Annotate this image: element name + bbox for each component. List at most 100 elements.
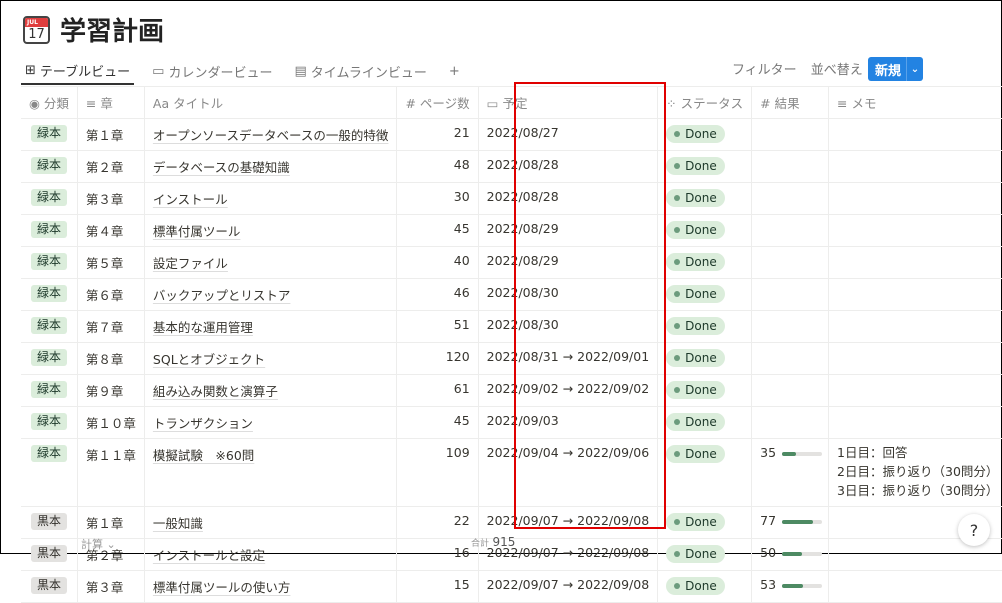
memo-cell[interactable] <box>828 214 1002 247</box>
category-cell[interactable]: 緑本 <box>21 214 78 247</box>
schedule-cell[interactable]: 2022/09/03 <box>478 406 659 439</box>
title-cell[interactable]: オープンソースデータベースの一般的特徴 <box>144 118 398 151</box>
table-row[interactable]: 緑本 第２章 データベースの基礎知識 48 2022/08/28 Done <box>21 150 1002 183</box>
schedule-cell[interactable]: 2022/09/04 → 2022/09/06 <box>478 438 659 507</box>
chapter-cell[interactable]: 第７章 <box>77 310 145 343</box>
schedule-cell[interactable]: 2022/09/07 → 2022/09/08 <box>478 570 659 603</box>
help-button[interactable]: ? <box>958 514 990 546</box>
schedule-cell[interactable]: 2022/09/07 → 2022/09/08 <box>478 506 659 539</box>
chapter-cell[interactable]: 第１章 <box>77 506 145 539</box>
table-row[interactable]: 緑本 第８章 SQLとオブジェクト 120 2022/08/31 → 2022/… <box>21 342 1002 375</box>
title-link[interactable]: データベースの基礎知識 <box>152 160 290 175</box>
title-cell[interactable]: トランザクション <box>144 406 398 439</box>
title-link[interactable]: オープンソースデータベースの一般的特徴 <box>152 128 389 143</box>
title-link[interactable]: 一般知識 <box>152 516 203 531</box>
result-cell[interactable] <box>751 342 830 375</box>
status-cell[interactable]: Done <box>657 342 753 375</box>
pages-cell[interactable]: 22 <box>396 506 479 539</box>
table-row[interactable]: 緑本 第１０章 トランザクション 45 2022/09/03 Done <box>21 406 1002 439</box>
result-cell[interactable]: 53 <box>751 570 830 603</box>
memo-cell[interactable] <box>828 342 1002 375</box>
memo-cell[interactable] <box>828 570 1002 603</box>
add-view-button[interactable]: + <box>445 57 464 85</box>
category-cell[interactable]: 黒本 <box>21 570 78 603</box>
pages-cell[interactable]: 120 <box>396 342 479 375</box>
result-cell[interactable] <box>751 278 830 311</box>
memo-cell[interactable] <box>828 246 1002 279</box>
title-link[interactable]: 組み込み関数と演算子 <box>152 384 278 399</box>
chapter-cell[interactable]: 第３章 <box>77 182 145 215</box>
status-cell[interactable]: Done <box>657 150 753 183</box>
title-link[interactable]: 模擬試験 ※60問 <box>152 448 255 463</box>
memo-cell[interactable] <box>828 182 1002 215</box>
title-cell[interactable]: インストール <box>144 182 398 215</box>
status-cell[interactable]: Done <box>657 118 753 151</box>
schedule-cell[interactable]: 2022/09/02 → 2022/09/02 <box>478 374 659 407</box>
title-cell[interactable]: 一般知識 <box>144 506 398 539</box>
pages-cell[interactable]: 30 <box>396 182 479 215</box>
column-header-chapter[interactable]: ≡ 章 <box>77 86 145 119</box>
result-cell[interactable] <box>751 150 830 183</box>
status-cell[interactable]: Done <box>657 278 753 311</box>
category-cell[interactable]: 緑本 <box>21 182 78 215</box>
title-link[interactable]: バックアップとリストア <box>152 288 291 303</box>
chapter-cell[interactable]: 第４章 <box>77 214 145 247</box>
status-cell[interactable]: Done <box>657 214 753 247</box>
schedule-cell[interactable]: 2022/08/29 <box>478 246 659 279</box>
table-row[interactable]: 黒本 第１章 一般知識 22 2022/09/07 → 2022/09/08 D… <box>21 506 1002 539</box>
result-cell[interactable] <box>751 406 830 439</box>
column-header-category[interactable]: ◉ 分類 <box>21 86 78 119</box>
schedule-cell[interactable]: 2022/08/27 <box>478 118 659 151</box>
status-cell[interactable]: Done <box>657 310 753 343</box>
column-header-title[interactable]: Aa タイトル <box>144 86 398 119</box>
status-cell[interactable]: Done <box>657 570 753 603</box>
category-cell[interactable]: 緑本 <box>21 118 78 151</box>
pages-cell[interactable]: 15 <box>396 570 479 603</box>
status-cell[interactable]: Done <box>657 246 753 279</box>
category-cell[interactable]: 緑本 <box>21 438 78 507</box>
column-header-pages[interactable]: # ページ数 <box>396 86 479 119</box>
title-cell[interactable]: データベースの基礎知識 <box>144 150 398 183</box>
table-row[interactable]: 緑本 第４章 標準付属ツール 45 2022/08/29 Done <box>21 214 1002 247</box>
chapter-cell[interactable]: 第６章 <box>77 278 145 311</box>
new-button[interactable]: 新規 ⌄ <box>868 57 923 81</box>
memo-cell[interactable] <box>828 310 1002 343</box>
result-cell[interactable]: 77 <box>751 506 830 539</box>
chapter-cell[interactable]: 第８章 <box>77 342 145 375</box>
result-cell[interactable] <box>751 310 830 343</box>
title-cell[interactable]: 設定ファイル <box>144 246 398 279</box>
table-row[interactable]: 緑本 第６章 バックアップとリストア 46 2022/08/30 Done <box>21 278 1002 311</box>
title-cell[interactable]: SQLとオブジェクト <box>144 342 398 375</box>
result-cell[interactable] <box>751 118 830 151</box>
table-row[interactable]: 緑本 第９章 組み込み関数と演算子 61 2022/09/02 → 2022/0… <box>21 374 1002 407</box>
title-cell[interactable]: 標準付属ツール <box>144 214 398 247</box>
category-cell[interactable]: 緑本 <box>21 150 78 183</box>
sort-button[interactable]: 並べ替え <box>810 63 863 78</box>
status-cell[interactable]: Done <box>657 182 753 215</box>
chapter-cell[interactable]: 第１１章 <box>77 438 145 507</box>
pages-cell[interactable]: 40 <box>396 246 479 279</box>
status-cell[interactable]: Done <box>657 438 753 507</box>
column-header-status[interactable]: ⁘ ステータス <box>657 86 753 119</box>
result-cell[interactable] <box>751 182 830 215</box>
status-cell[interactable]: Done <box>657 406 753 439</box>
pages-cell[interactable]: 45 <box>396 214 479 247</box>
result-cell[interactable] <box>751 214 830 247</box>
pages-cell[interactable]: 46 <box>396 278 479 311</box>
chapter-cell[interactable]: 第５章 <box>77 246 145 279</box>
schedule-cell[interactable]: 2022/08/29 <box>478 214 659 247</box>
memo-cell[interactable] <box>828 278 1002 311</box>
title-link[interactable]: SQLとオブジェクト <box>152 352 266 367</box>
column-header-schedule[interactable]: ▭ 予定 <box>478 86 659 119</box>
pages-cell[interactable]: 109 <box>396 438 479 507</box>
status-cell[interactable]: Done <box>657 506 753 539</box>
title-link[interactable]: 設定ファイル <box>152 256 228 271</box>
calculate-button[interactable]: 計算 ⌄ <box>81 538 116 551</box>
memo-cell[interactable] <box>828 150 1002 183</box>
chapter-cell[interactable]: 第１章 <box>77 118 145 151</box>
title-cell[interactable]: 組み込み関数と演算子 <box>144 374 398 407</box>
title-link[interactable]: インストール <box>152 192 228 207</box>
title-cell[interactable]: 基本的な運用管理 <box>144 310 398 343</box>
result-cell[interactable]: 35 <box>751 438 830 507</box>
tab-timeline-view[interactable]: ▤ タイムラインビュー <box>294 63 427 81</box>
